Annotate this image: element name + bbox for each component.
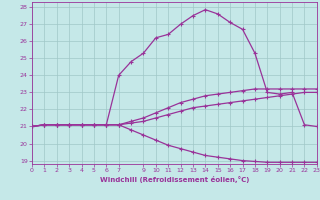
X-axis label: Windchill (Refroidissement éolien,°C): Windchill (Refroidissement éolien,°C) bbox=[100, 176, 249, 183]
